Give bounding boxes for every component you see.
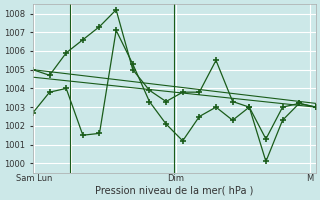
X-axis label: Pression niveau de la mer( hPa ): Pression niveau de la mer( hPa ) <box>95 186 253 196</box>
